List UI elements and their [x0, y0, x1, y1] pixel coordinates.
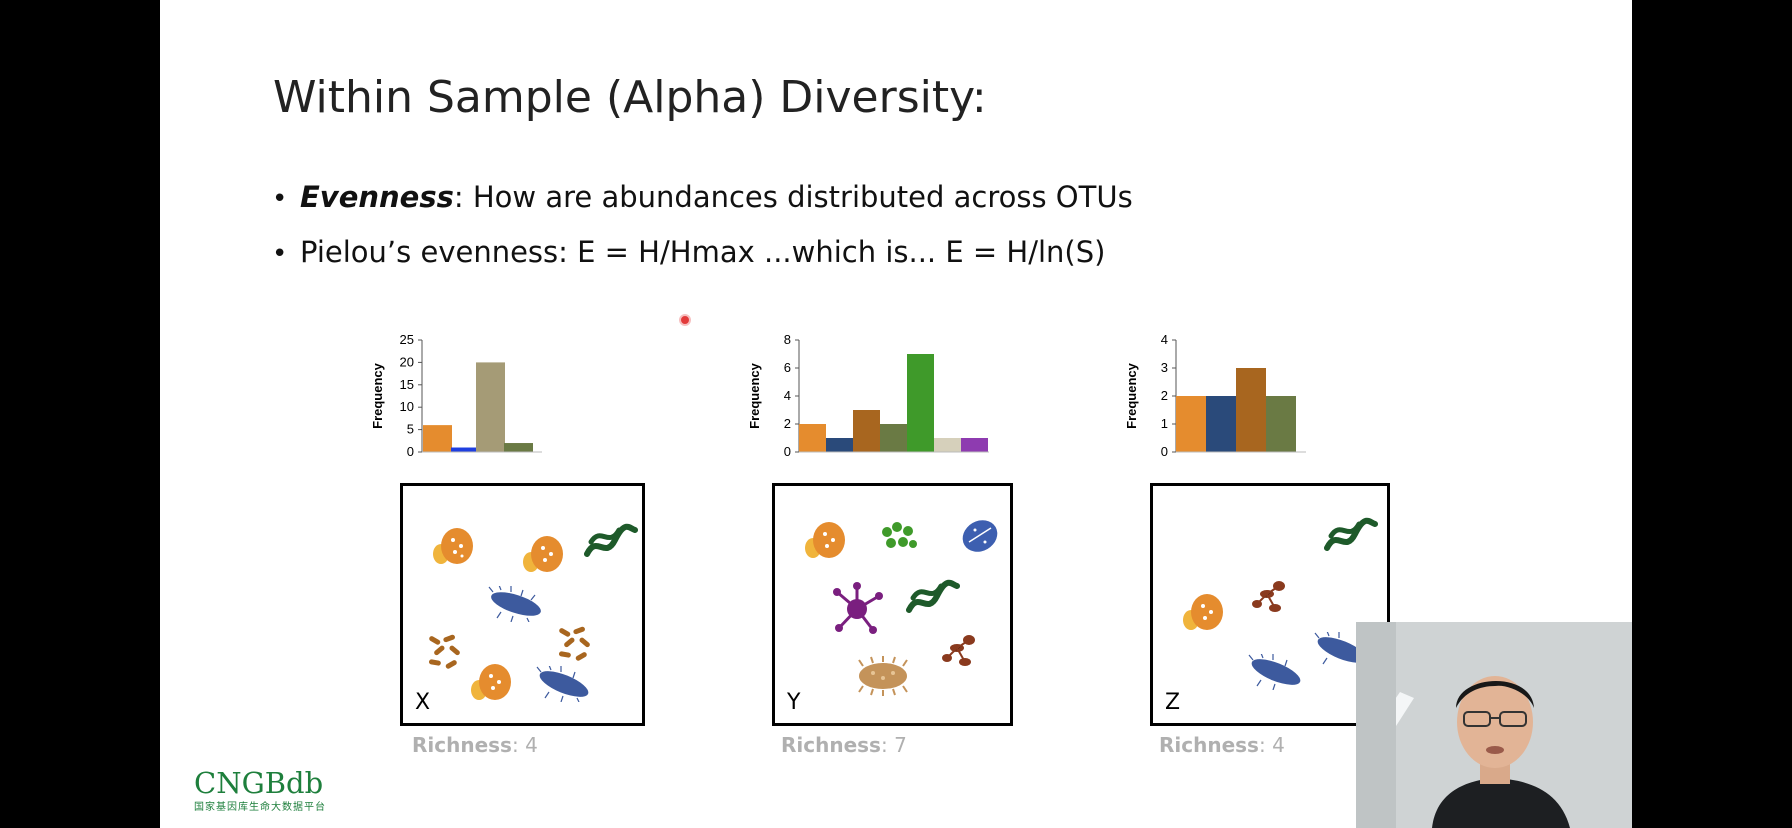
y-axis-label: Frequency	[747, 362, 762, 429]
richness-label-x: Richness: 4	[412, 733, 538, 757]
presenter-video	[1356, 622, 1632, 828]
spirillum-icon	[1324, 517, 1378, 551]
rod-cluster-icon	[558, 626, 590, 661]
frequency-chart-x: Frequency 0 5 10 15 20 25	[368, 330, 618, 465]
chart-svg: Frequency 0 1 2 3 4	[1124, 332, 1306, 459]
bar	[799, 424, 826, 452]
budding-icon	[942, 635, 975, 666]
y-tick-label: 0	[784, 444, 791, 459]
bullet-dot-icon: •	[272, 184, 288, 214]
bar	[880, 424, 907, 452]
bullet-text: : How are abundances distributed across …	[453, 180, 1133, 214]
frequency-chart-z: Frequency 0 1 2 3 4	[1122, 330, 1372, 465]
budding-icon	[1252, 581, 1285, 612]
y-tick-label: 4	[784, 388, 791, 403]
sample-box-y: Y	[772, 483, 1013, 726]
bullet-pielou: • Pielou’s evenness: E = H/Hmax ...which…	[272, 235, 1133, 290]
y-tick-label: 3	[1161, 360, 1168, 375]
frequency-chart-y: Frequency 0 2 4 6 8	[745, 330, 1005, 465]
slide-title: Within Sample (Alpha) Diversity:	[273, 72, 987, 123]
richness-value: : 7	[880, 733, 907, 757]
richness-term: Richness	[781, 733, 881, 757]
spirillum-icon	[906, 579, 960, 613]
coccus-cluster-icon	[882, 522, 917, 548]
bullet-evenness: • Evenness: How are abundances distribut…	[272, 180, 1133, 235]
sample-label: X	[415, 690, 431, 715]
y-tick-label: 25	[400, 332, 414, 347]
bar	[451, 447, 480, 452]
bar	[907, 354, 934, 452]
bar	[853, 410, 880, 452]
bar	[476, 362, 505, 452]
bullet-term: Evenness	[300, 180, 454, 214]
ciliate-icon	[1248, 654, 1301, 690]
y-tick-label: 2	[784, 416, 791, 431]
richness-term: Richness	[1159, 733, 1259, 757]
bar	[504, 443, 533, 452]
y-tick-label: 4	[1161, 332, 1168, 347]
bullet-text: Pielou’s evenness: E = H/Hmax ...which i…	[300, 235, 1106, 269]
oval-cell-icon	[433, 528, 473, 564]
webcam-overlay	[1356, 622, 1632, 828]
y-tick-label: 1	[1161, 416, 1168, 431]
richness-value: : 4	[511, 733, 538, 757]
bar	[423, 425, 452, 452]
chart-svg: Frequency 0 5 10 15 20 25	[370, 332, 542, 459]
richness-term: Richness	[412, 733, 512, 757]
y-tick-label: 8	[784, 332, 791, 347]
slide: Within Sample (Alpha) Diversity: • Evenn…	[160, 0, 1632, 828]
y-axis-label: Frequency	[1124, 362, 1139, 429]
chart-svg: Frequency 0 2 4 6 8	[747, 332, 989, 459]
logo-main: CNGBdb	[194, 766, 324, 800]
sample-box-z: Z	[1150, 483, 1390, 726]
y-tick-label: 10	[400, 399, 414, 414]
star-microbe-icon	[833, 582, 883, 634]
y-tick-label: 5	[407, 422, 414, 437]
y-tick-label: 0	[1161, 444, 1168, 459]
bar	[1236, 368, 1266, 452]
y-tick-label: 6	[784, 360, 791, 375]
bar	[1176, 396, 1206, 452]
bar	[934, 438, 961, 452]
blue-cell-icon	[962, 520, 998, 552]
oval-cell-icon	[1183, 594, 1223, 630]
y-axis-label: Frequency	[370, 362, 385, 429]
bar	[1206, 396, 1236, 452]
richness-label-y: Richness: 7	[781, 733, 907, 757]
bar	[1266, 396, 1296, 452]
laser-pointer-icon	[679, 314, 691, 326]
y-tick-label: 2	[1161, 388, 1168, 403]
bullet-dot-icon: •	[272, 239, 288, 269]
y-tick-label: 15	[400, 377, 414, 392]
sample-label: Z	[1165, 690, 1181, 715]
oval-cell-icon	[471, 664, 511, 700]
sample-label: Y	[787, 690, 801, 715]
y-tick-label: 20	[400, 354, 414, 369]
y-tick-label: 0	[407, 444, 414, 459]
oval-cell-icon	[523, 536, 563, 572]
bar	[826, 438, 853, 452]
richness-value: : 4	[1258, 733, 1285, 757]
spirillum-icon	[584, 523, 638, 557]
ciliate-icon	[536, 666, 589, 702]
bar	[961, 438, 988, 452]
ciliate-icon	[488, 586, 541, 622]
bullet-list: • Evenness: How are abundances distribut…	[272, 180, 1133, 290]
ciliate-icon	[1314, 632, 1367, 665]
rod-cluster-icon	[428, 634, 460, 669]
sample-box-x: X	[400, 483, 645, 726]
spiky-microbe-icon	[858, 656, 908, 696]
cngbdb-logo: CNGBdb 国家基因库生命大数据平台	[194, 766, 326, 813]
logo-sub: 国家基因库生命大数据平台	[194, 802, 326, 813]
oval-cell-icon	[805, 522, 845, 558]
richness-label-z: Richness: 4	[1159, 733, 1285, 757]
